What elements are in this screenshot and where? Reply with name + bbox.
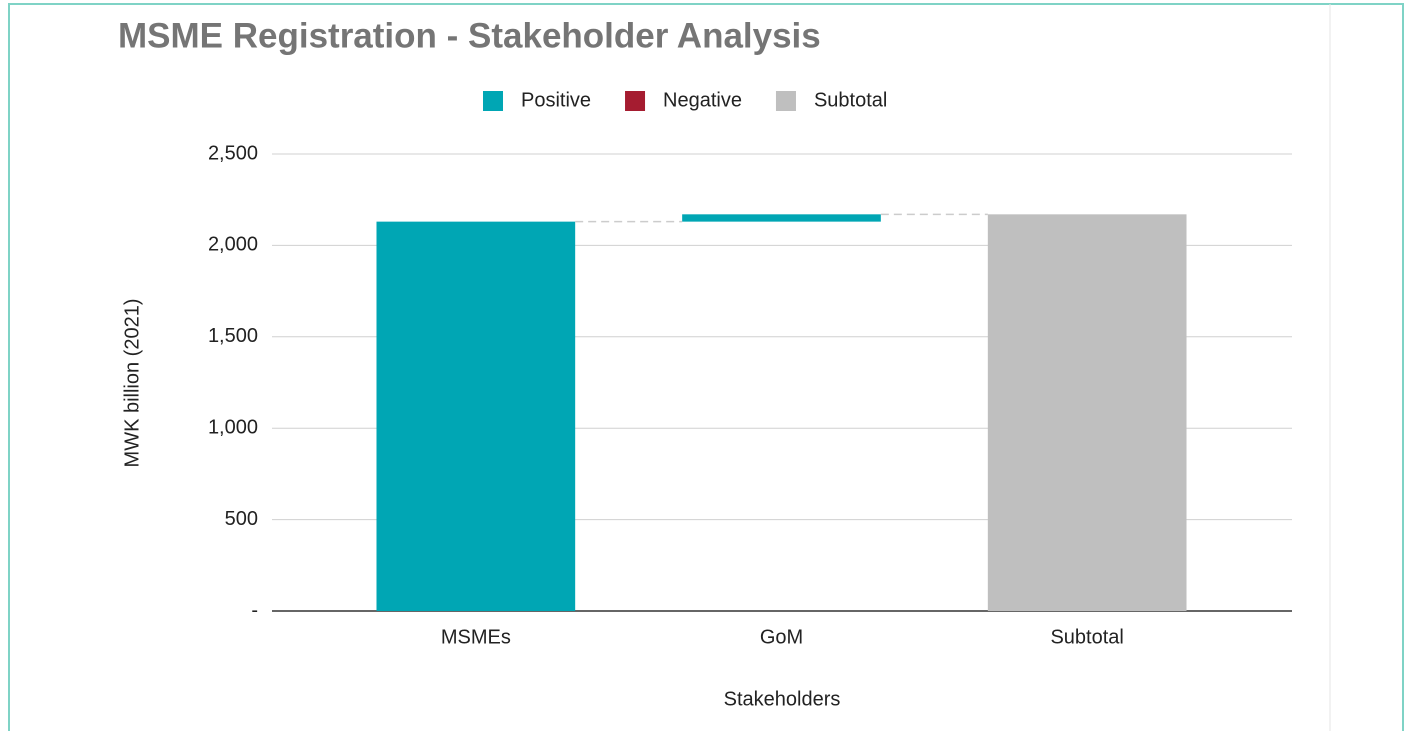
x-tick-label: GoM [760,626,803,648]
y-axis-title: MWK billion (2021) [121,299,143,468]
y-tick-label: 2,500 [208,142,258,164]
y-tick-label: 1,500 [208,325,258,347]
x-tick-label: Subtotal [1050,626,1123,648]
legend-label: Negative [663,89,742,111]
y-tick-label: 1,000 [208,416,258,438]
legend-swatch [625,91,646,111]
y-tick-label: 2,000 [208,234,258,256]
x-tick-label: MSMEs [441,626,511,648]
chart-title: MSME Registration - Stakeholder Analysis [118,16,821,55]
bar [376,221,576,612]
bar [682,214,881,222]
bar [987,214,1187,611]
y-tick-label: - [251,599,258,621]
legend-swatch [483,91,503,111]
y-tick-label: 500 [225,508,258,530]
legend-swatch [775,91,796,111]
x-axis-title: Stakeholders [724,688,841,710]
legend-label: Positive [521,89,591,111]
frame [8,3,1404,731]
legend-label: Subtotal [814,89,887,111]
